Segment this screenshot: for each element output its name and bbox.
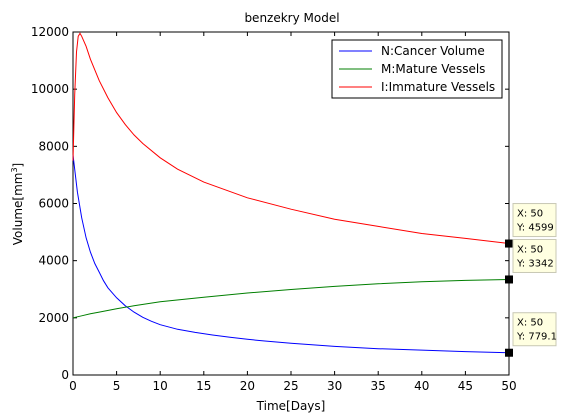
y-tick-label: 10000 bbox=[31, 82, 69, 96]
y-tick-label: 6000 bbox=[38, 197, 69, 211]
chart-title: benzekry Model bbox=[244, 11, 339, 25]
y-axis-label-close: ] bbox=[11, 163, 25, 168]
x-tick-label: 10 bbox=[153, 379, 168, 393]
legend-label-2: M:Mature Vessels bbox=[381, 62, 485, 76]
datatip-y-text: Y: 3342 bbox=[516, 258, 554, 269]
x-tick-label: 40 bbox=[414, 379, 429, 393]
series-line-1 bbox=[72, 154, 510, 354]
legend-items: N:Cancer Volume M:Mature Vessels I:Immatur… bbox=[339, 44, 495, 94]
y-tick-label: 8000 bbox=[38, 139, 69, 153]
x-tick-label: 50 bbox=[501, 379, 516, 393]
series-line-3 bbox=[72, 32, 510, 244]
x-tick-label: 45 bbox=[458, 379, 473, 393]
x-tick-label: 30 bbox=[327, 379, 342, 393]
x-tick-label: 15 bbox=[196, 379, 211, 393]
datatip-x-text: X: 50 bbox=[517, 209, 543, 220]
datatip-x-text: X: 50 bbox=[517, 318, 543, 329]
series-line-2 bbox=[72, 279, 510, 319]
legend-label-3: I:Immature Vessels bbox=[381, 80, 495, 94]
y-tick-label: 12000 bbox=[31, 25, 69, 39]
x-tick-label: 5 bbox=[113, 379, 121, 393]
y-axis-label-superscript: 3 bbox=[10, 167, 19, 172]
datatip-x-text: X: 50 bbox=[517, 244, 543, 255]
y-axis-label: Volume[mm3] bbox=[10, 163, 25, 245]
x-tick-label: 25 bbox=[283, 379, 298, 393]
axis-ticks bbox=[72, 31, 510, 376]
datatip-marker[interactable] bbox=[505, 275, 513, 284]
datatip-y-text: Y: 779.1 bbox=[516, 332, 557, 343]
datatip-marker[interactable] bbox=[505, 348, 513, 357]
datatips: X: 50 Y: 4599 X: 50 Y: 3342 X: 50 Y: 779.1 bbox=[505, 203, 557, 357]
datatip-box bbox=[512, 312, 557, 347]
datatip-marker[interactable] bbox=[505, 239, 513, 248]
x-tick-labels: 0 5 10 15 20 25 30 35 40 45 50 bbox=[69, 379, 516, 393]
y-tick-labels: 0 2000 4000 6000 8000 10000 12000 bbox=[31, 25, 69, 382]
legend-label-1: N:Cancer Volume bbox=[381, 44, 485, 58]
x-axis-label: Time[Days] bbox=[256, 399, 326, 413]
datatip-box bbox=[512, 238, 557, 273]
legend[interactable]: N:Cancer Volume M:Mature Vessels I:Immatur… bbox=[331, 39, 503, 99]
datatip-box bbox=[512, 203, 557, 238]
y-tick-label: 2000 bbox=[38, 311, 69, 325]
datatip-y-text: Y: 4599 bbox=[516, 223, 554, 234]
y-tick-label: 0 bbox=[61, 368, 69, 382]
y-axis-label-main: Volume[mm bbox=[11, 173, 25, 246]
y-tick-label: 4000 bbox=[38, 254, 69, 268]
x-tick-label: 35 bbox=[371, 379, 386, 393]
series-layer bbox=[72, 32, 510, 354]
x-tick-label: 0 bbox=[69, 379, 77, 393]
x-tick-label: 20 bbox=[240, 379, 255, 393]
